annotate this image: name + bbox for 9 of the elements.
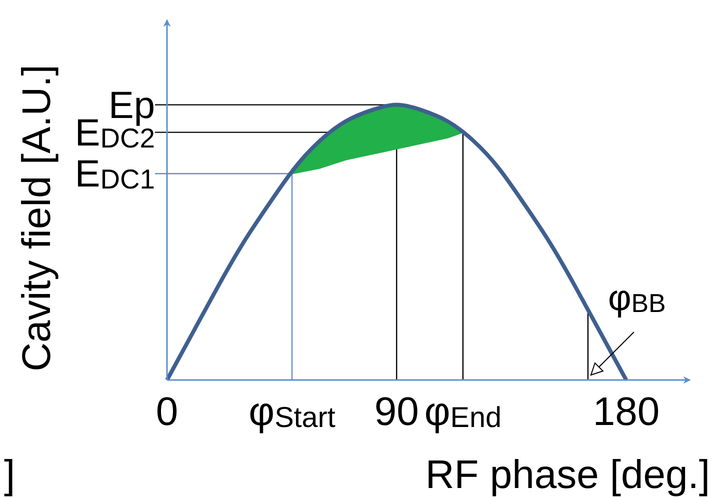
- y-axis-title: Cavity field [A.U.]: [15, 64, 59, 372]
- x-tick-label: 0: [156, 390, 178, 434]
- x-axis-title: RF phase [deg.]: [425, 453, 710, 497]
- text: ]: [4, 453, 16, 497]
- annotation: φ$_{BB}$: [608, 277, 666, 318]
- x-tick-label: φ$_{Start}$: [248, 390, 336, 434]
- x-tick-label: φ$_{End}$: [424, 390, 502, 434]
- x-tick-label: 90: [374, 390, 419, 434]
- x-tick-label: 180: [592, 390, 660, 434]
